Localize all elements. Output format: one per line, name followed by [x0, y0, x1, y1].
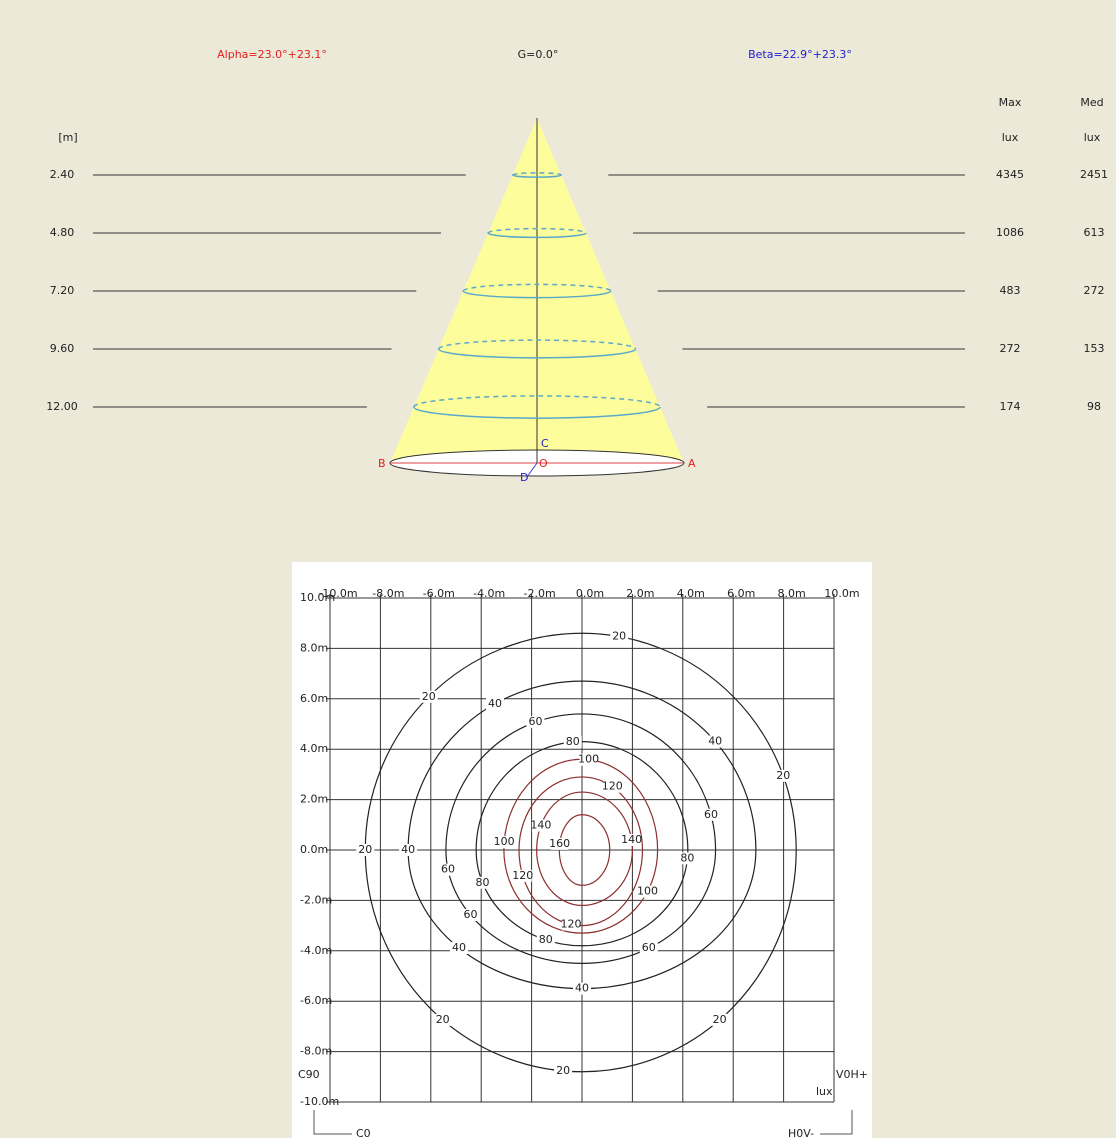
y-tick-label: 6.0m: [300, 692, 328, 705]
row-max: 483: [1000, 284, 1021, 297]
contour-label: 60: [704, 808, 718, 821]
c90-label: C90: [298, 1068, 320, 1081]
cone-diagram: Alpha=23.0°+23.1° G=0.0° Beta=22.9°+23.3…: [0, 0, 1116, 540]
point-o: O: [539, 457, 548, 470]
row-max: 4345: [996, 168, 1024, 181]
isolux-contour: [504, 759, 658, 933]
y-tick-label: -4.0m: [300, 944, 332, 957]
unit-label: lux: [816, 1085, 833, 1098]
contour-label: 140: [621, 833, 642, 846]
contour-label: 120: [512, 869, 533, 882]
contour-label: 40: [401, 843, 415, 856]
isolux-chart: C90 C0 V0H+ H0V- lux -10.0m -8.0m -6.0m -4.…: [292, 562, 872, 1138]
c0-label: C0: [356, 1127, 371, 1138]
contour-label: 140: [530, 819, 551, 832]
med-header: Med: [1080, 96, 1103, 109]
contour-label: 20: [422, 690, 436, 703]
contour-label: 60: [642, 941, 656, 954]
row-max: 1086: [996, 226, 1024, 239]
max-unit: lux: [1002, 131, 1019, 144]
contour-label: 80: [539, 933, 553, 946]
row-med: 613: [1084, 226, 1105, 239]
y-tick-label: 4.0m: [300, 742, 328, 755]
y-tick-label: 0.0m: [300, 843, 328, 856]
row-height: 12.00: [46, 400, 78, 413]
contour-label: 40: [708, 734, 722, 747]
contour-label: 100: [578, 753, 599, 766]
point-a: A: [688, 457, 696, 470]
y-tick-label: 8.0m: [300, 641, 328, 654]
point-b: B: [378, 457, 386, 470]
row-med: 272: [1084, 284, 1105, 297]
y-tick-label: -2.0m: [300, 893, 332, 906]
contour-label: 20: [358, 843, 372, 856]
row-med: 2451: [1080, 168, 1108, 181]
contour-label: 40: [452, 941, 466, 954]
contour-label: 20: [436, 1013, 450, 1026]
row-height: 9.60: [50, 342, 75, 355]
contour-label: 80: [476, 876, 490, 889]
contour-label: 60: [441, 863, 455, 876]
point-d: D: [520, 471, 528, 484]
contour-label: 40: [575, 982, 589, 995]
y-tick-label: -6.0m: [300, 994, 332, 1007]
contour-label: 160: [549, 837, 570, 850]
contour-label: 20: [612, 630, 626, 643]
contour-label: 100: [637, 885, 658, 898]
med-unit: lux: [1084, 131, 1101, 144]
v0h-label: V0H+: [836, 1068, 868, 1081]
row-height: 7.20: [50, 284, 75, 297]
contour-label: 120: [602, 780, 623, 793]
row-max: 272: [1000, 342, 1021, 355]
row-max: 174: [1000, 400, 1021, 413]
row-med: 98: [1087, 400, 1101, 413]
row-height: 4.80: [50, 226, 75, 239]
contour-label: 20: [776, 769, 790, 782]
row-med: 153: [1084, 342, 1105, 355]
contour-label: 60: [528, 715, 542, 728]
page: Alpha=23.0°+23.1° G=0.0° Beta=22.9°+23.3…: [0, 0, 1116, 1138]
h0v-label: H0V-: [788, 1127, 814, 1138]
y-tick-label: 10.0m: [300, 591, 335, 604]
contour-label: 20: [713, 1013, 727, 1026]
max-header: Max: [999, 96, 1022, 109]
contour-label: 40: [488, 697, 502, 710]
h-axis: [820, 1110, 852, 1134]
row-height: 2.40: [50, 168, 75, 181]
contour-label: 120: [561, 917, 582, 930]
contour-label: 100: [494, 835, 515, 848]
point-c: C: [541, 437, 549, 450]
y-tick-label: -8.0m: [300, 1045, 332, 1058]
contour-label: 80: [566, 735, 580, 748]
contour-label: 60: [464, 908, 478, 921]
contour-label: 20: [556, 1064, 570, 1077]
beta: Beta=22.9°+23.3°: [748, 48, 852, 61]
alpha: Alpha=23.0°+23.1°: [217, 48, 327, 61]
height-header: [m]: [58, 131, 77, 144]
y-tick-label: -10.0m: [300, 1095, 339, 1108]
gamma: G=0.0°: [518, 48, 559, 61]
contour-label: 80: [680, 851, 694, 864]
c-axis: [314, 1110, 352, 1134]
y-tick-label: 2.0m: [300, 793, 328, 806]
